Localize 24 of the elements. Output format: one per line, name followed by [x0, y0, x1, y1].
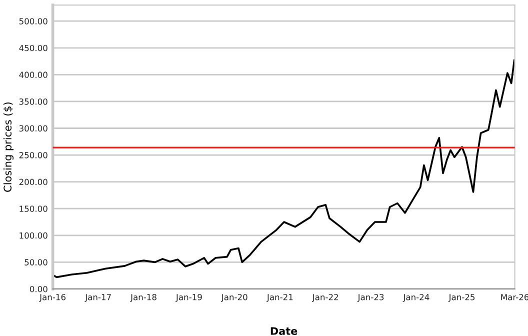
y-tick-label: 400.00 — [19, 72, 48, 78]
x-tick-label: Jan-18 — [130, 294, 156, 302]
x-tick-label: Jan-17 — [84, 294, 111, 302]
y-tick-label: 50.00 — [24, 259, 48, 266]
x-tick-label: Jan-22 — [312, 294, 338, 302]
x-tick-label: Jan-23 — [357, 294, 384, 302]
y-tick-label: 200.00 — [19, 178, 48, 186]
x-tick-label: Jan-24 — [402, 294, 430, 302]
x-axis-title: Date — [270, 327, 298, 335]
y-tick-label: 150.00 — [20, 206, 48, 212]
y-tick-label: 350.00 — [19, 98, 48, 105]
y-tick-label: 500.00 — [19, 18, 48, 24]
x-tick-label: Jan-20 — [220, 294, 248, 302]
line-series — [52, 59, 515, 278]
x-tick-label: Jan-16 — [39, 294, 66, 302]
y-tick-label: 100.00 — [20, 232, 48, 239]
x-tick-label: Jan-25 — [448, 294, 475, 302]
y-tick-label: 450.00 — [19, 44, 48, 52]
x-tick-label: Jan-19 — [176, 294, 202, 302]
y-tick-label: 300.00 — [19, 125, 48, 132]
y-tick-label: 0.00 — [30, 286, 48, 292]
y-axis-title: Closing prices ($) — [3, 102, 14, 192]
x-tick-label: Jan-21 — [266, 294, 293, 302]
y-tick-label: 250.00 — [19, 152, 48, 158]
